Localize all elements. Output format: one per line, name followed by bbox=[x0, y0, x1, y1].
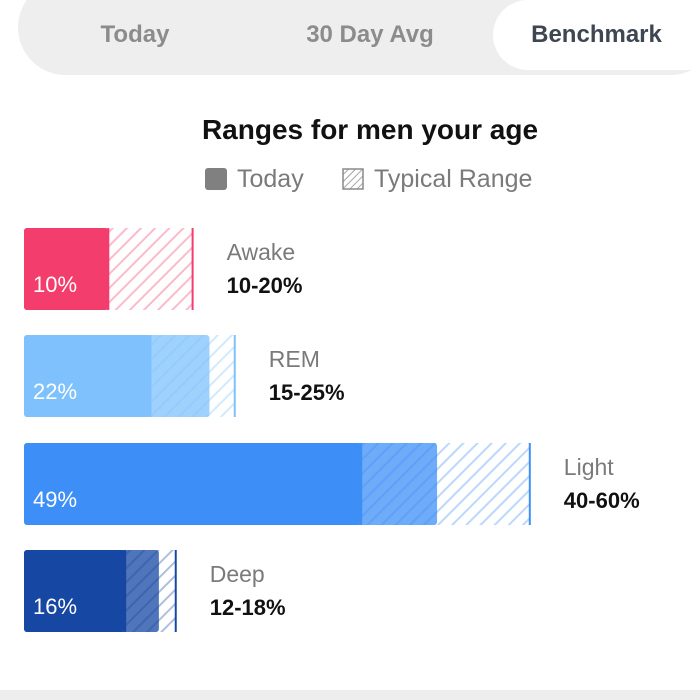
value-label-awake: 10% bbox=[33, 272, 77, 297]
value-label-deep: 16% bbox=[33, 594, 77, 619]
range-label-awake: 10-20% bbox=[227, 273, 303, 298]
hatched-swatch-icon bbox=[342, 168, 364, 190]
value-label-light: 49% bbox=[33, 487, 77, 512]
legend-today-label: Today bbox=[237, 164, 304, 193]
tab-today[interactable]: Today bbox=[100, 21, 170, 48]
range-label-deep: 12-18% bbox=[210, 595, 286, 620]
tab-benchmark[interactable]: Benchmark bbox=[493, 0, 700, 70]
tab-30-day-avg[interactable]: 30 Day Avg bbox=[306, 21, 434, 48]
category-label-light: Light bbox=[564, 454, 614, 480]
chart-title: Ranges for men your age bbox=[201, 114, 539, 145]
legend-typical-label: Typical Range bbox=[374, 164, 533, 193]
range-label-rem: 15-25% bbox=[269, 380, 345, 405]
today-bar-solid-light bbox=[24, 443, 362, 525]
today-bar-solid-rem bbox=[24, 335, 151, 417]
solid-swatch-icon bbox=[205, 168, 227, 190]
legend-typical-range: Typical Range bbox=[342, 164, 532, 194]
category-label-rem: REM bbox=[269, 346, 320, 372]
category-label-awake: Awake bbox=[227, 239, 296, 265]
today-bar-solid-deep bbox=[24, 550, 126, 632]
range-label-light: 40-60% bbox=[564, 488, 640, 513]
bottom-divider bbox=[0, 690, 700, 700]
legend-today: Today bbox=[205, 164, 304, 194]
category-label-deep: Deep bbox=[210, 561, 265, 587]
today-bar-solid-awake bbox=[24, 228, 109, 310]
typical-range-awake bbox=[108, 228, 193, 310]
value-label-rem: 22% bbox=[33, 379, 77, 404]
